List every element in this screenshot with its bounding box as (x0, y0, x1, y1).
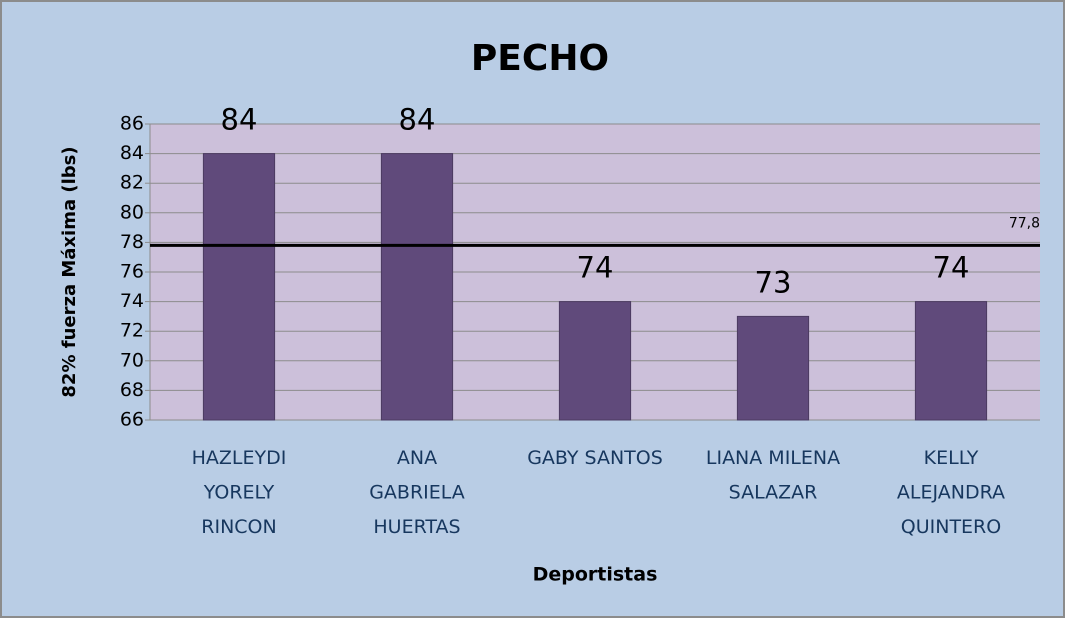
data-label: 73 (755, 265, 792, 299)
y-tick-label: 78 (120, 231, 144, 253)
data-label: 74 (933, 251, 970, 285)
bar (914, 301, 988, 421)
bar (558, 301, 632, 421)
x-tick-label: KELLY ALEJANDRA QUINTERO (897, 447, 1005, 538)
x-tick-label-line: GABY SANTOS (527, 447, 663, 469)
y-tick-label: 66 (120, 409, 144, 431)
y-tick-label: 76 (120, 261, 144, 283)
x-axis-label: Deportistas (533, 564, 658, 586)
data-label: 84 (221, 103, 258, 137)
x-tick-label-line: HAZLEYDI (192, 447, 287, 469)
data-label: 84 (399, 103, 436, 137)
x-tick-label-line: HUERTAS (373, 516, 460, 538)
data-label: 74 (577, 251, 614, 285)
y-tick-label: 84 (120, 142, 144, 164)
y-tick-label: 74 (120, 290, 144, 312)
x-tick-label-line: ALEJANDRA (897, 481, 1005, 503)
x-tick-label: ANA GABRIELA HUERTAS (369, 447, 465, 538)
y-tick-label: 82 (120, 172, 144, 194)
x-tick-label: GABY SANTOS (527, 447, 663, 469)
x-tick-label-line: KELLY (924, 447, 979, 469)
y-tick-label: 68 (120, 379, 144, 401)
x-tick-label-line: LIANA MILENA (706, 447, 840, 469)
x-tick-label: HAZLEYDI YORELY RINCON (192, 447, 287, 538)
chart-title: PECHO (471, 38, 609, 79)
x-tick-label-line: YORELY (203, 481, 275, 503)
x-tick-label-line: ANA (397, 447, 437, 469)
x-tick-label-line: SALAZAR (729, 481, 818, 503)
x-tick-label-line: QUINTERO (901, 516, 1001, 538)
y-tick-label: 80 (120, 201, 144, 223)
x-tick-label: LIANA MILENA SALAZAR (706, 447, 840, 504)
y-tick-label: 70 (120, 349, 144, 371)
x-tick-label-line: RINCON (201, 516, 276, 538)
y-axis-label: 82% fuerza Máxima (lbs) (59, 146, 80, 397)
y-tick-label: 86 (120, 113, 144, 135)
bar (380, 153, 454, 421)
reference-label: 77,8 (1009, 215, 1040, 231)
bar (736, 315, 810, 421)
y-tick-label: 72 (120, 320, 144, 342)
x-tick-label-line: GABRIELA (369, 481, 465, 503)
bar (202, 153, 276, 421)
